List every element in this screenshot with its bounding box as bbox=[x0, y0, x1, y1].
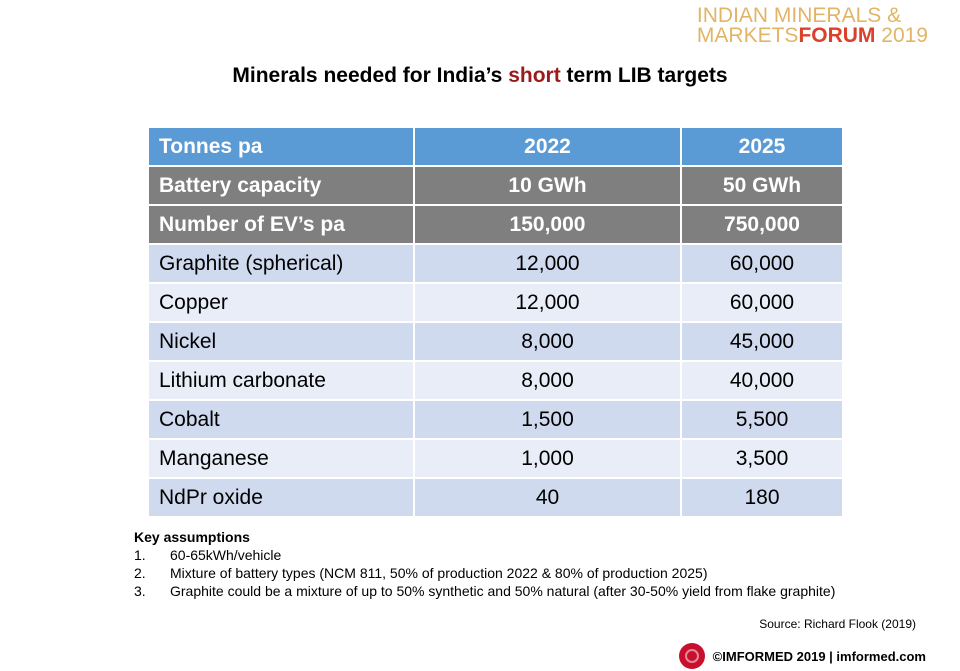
slide-title: Minerals needed for India’s short term L… bbox=[0, 64, 960, 88]
row-label: Lithium carbonate bbox=[147, 360, 415, 401]
value-2025: 60,000 bbox=[680, 243, 844, 284]
row-label: Nickel bbox=[147, 321, 415, 362]
assumptions-heading: Key assumptions bbox=[134, 529, 250, 545]
key-assumptions: Key assumptions 1. 60-65kWh/vehicle 2. Mix… bbox=[134, 528, 835, 600]
value-2022: 12,000 bbox=[413, 282, 682, 323]
imformed-logo-icon bbox=[678, 643, 705, 669]
item-text: 60-65kWh/vehicle bbox=[170, 547, 282, 563]
title-suffix: term LIB targets bbox=[560, 64, 728, 87]
header-2022: 2022 bbox=[413, 126, 682, 167]
table-row: Nickel 8,000 45,000 bbox=[147, 321, 844, 362]
title-prefix: Minerals needed for India’s bbox=[232, 64, 509, 87]
source-note: Source: Richard Flook (2019) bbox=[759, 617, 916, 631]
item-text: Graphite could be a mixture of up to 50%… bbox=[170, 583, 836, 599]
row-label: Cobalt bbox=[147, 399, 415, 440]
value-2025: 40,000 bbox=[680, 360, 844, 401]
brand-line-1: INDIAN MINERALS & bbox=[696, 4, 902, 27]
header-tonnes-pa: Tonnes pa bbox=[147, 126, 415, 167]
value-2022: 12,000 bbox=[413, 243, 682, 284]
table-row: Manganese 1,000 3,500 bbox=[147, 438, 844, 479]
value-2022: 1,500 bbox=[413, 399, 682, 440]
value-2022: 40 bbox=[413, 477, 682, 518]
item-text: Mixture of battery types (NCM 811, 50% o… bbox=[170, 565, 708, 581]
header-2025: 2025 bbox=[680, 126, 844, 167]
value-2022: 150,000 bbox=[413, 204, 682, 245]
row-label: Copper bbox=[147, 282, 415, 323]
row-label: Number of EV’s pa bbox=[147, 204, 415, 245]
list-item: 2. Mixture of battery types (NCM 811, 50%… bbox=[134, 564, 835, 582]
table-row: NdPr oxide 40 180 bbox=[147, 477, 844, 518]
list-item: 3. Graphite could be a mixture of up to 5… bbox=[134, 582, 835, 600]
value-2022: 10 GWh bbox=[413, 165, 682, 206]
row-label: Manganese bbox=[147, 438, 415, 479]
value-2025: 45,000 bbox=[680, 321, 844, 362]
row-label: Graphite (spherical) bbox=[147, 243, 415, 284]
table-row: Lithium carbonate 8,000 40,000 bbox=[147, 360, 844, 401]
table-row: Copper 12,000 60,000 bbox=[147, 282, 844, 323]
item-number: 3. bbox=[134, 583, 146, 599]
item-number: 1. bbox=[134, 547, 146, 563]
value-2022: 1,000 bbox=[413, 438, 682, 479]
brand-line-2-suffix: 2019 bbox=[875, 24, 928, 47]
value-2025: 180 bbox=[680, 477, 844, 518]
footer-text: ©IMFORMED 2019 | imformed.com bbox=[712, 648, 926, 664]
forum-logo: INDIAN MINERALS & MARKETSFORUM 2019 bbox=[696, 4, 928, 47]
footer: ©IMFORMED 2019 | imformed.com bbox=[678, 643, 926, 669]
table-row: Graphite (spherical) 12,000 60,000 bbox=[147, 243, 844, 284]
table-row: Battery capacity 10 GWh 50 GWh bbox=[147, 165, 844, 206]
table-row: Number of EV’s pa 150,000 750,000 bbox=[147, 204, 844, 245]
list-item: 1. 60-65kWh/vehicle bbox=[134, 546, 835, 564]
value-2025: 60,000 bbox=[680, 282, 844, 323]
value-2025: 50 GWh bbox=[680, 165, 844, 206]
brand-line-2: MARKETSFORUM 2019 bbox=[696, 24, 928, 47]
value-2022: 8,000 bbox=[413, 321, 682, 362]
value-2025: 750,000 bbox=[680, 204, 844, 245]
table-header-row: Tonnes pa 2022 2025 bbox=[147, 126, 844, 167]
row-label: NdPr oxide bbox=[147, 477, 415, 518]
brand-line-2-prefix: MARKETS bbox=[696, 24, 799, 47]
table-row: Cobalt 1,500 5,500 bbox=[147, 399, 844, 440]
value-2025: 5,500 bbox=[680, 399, 844, 440]
item-number: 2. bbox=[134, 565, 146, 581]
row-label: Battery capacity bbox=[147, 165, 415, 206]
brand-line-2-strong: FORUM bbox=[798, 24, 876, 47]
value-2025: 3,500 bbox=[680, 438, 844, 479]
title-highlight: short bbox=[508, 64, 561, 87]
value-2022: 8,000 bbox=[413, 360, 682, 401]
assumptions-list: 1. 60-65kWh/vehicle 2. Mixture of battery … bbox=[134, 546, 835, 600]
minerals-table: Tonnes pa 2022 2025 Battery capacity 10 … bbox=[147, 126, 844, 518]
